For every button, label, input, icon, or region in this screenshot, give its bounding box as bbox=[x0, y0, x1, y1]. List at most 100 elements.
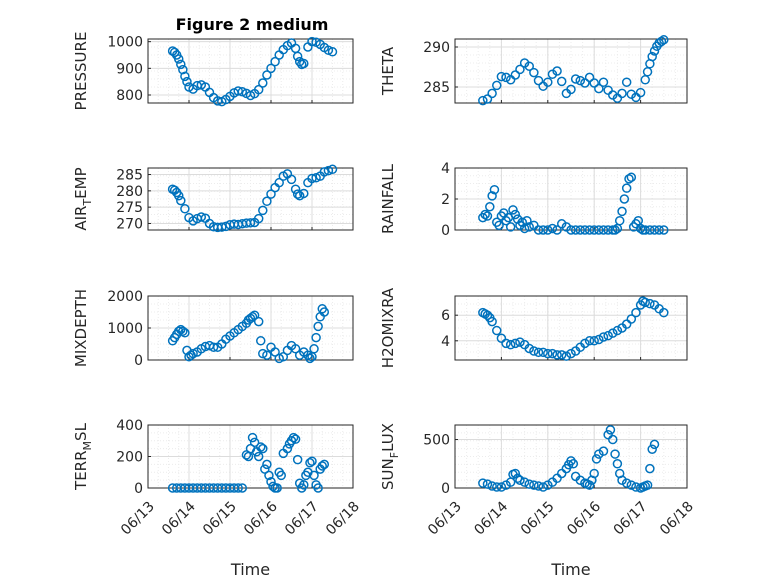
data-point bbox=[311, 332, 321, 343]
data-point bbox=[617, 88, 627, 99]
data-point bbox=[294, 478, 305, 489]
data-point bbox=[268, 481, 278, 492]
axes-box bbox=[147, 38, 354, 104]
y-tick-label: 270 bbox=[116, 216, 143, 232]
data-point bbox=[262, 350, 272, 360]
x-tick-label: 06/15 bbox=[200, 499, 240, 539]
data-point bbox=[313, 321, 323, 332]
data-point bbox=[276, 470, 286, 481]
data-point bbox=[309, 470, 319, 481]
data-point bbox=[482, 211, 493, 221]
axes-box bbox=[454, 295, 688, 361]
data-point bbox=[258, 205, 268, 216]
x-tick-label: 06/13 bbox=[425, 499, 465, 539]
data-point bbox=[561, 351, 572, 361]
y-tick-label: 0 bbox=[134, 353, 143, 369]
data-point bbox=[492, 80, 502, 91]
x-tick-label: 06/14 bbox=[159, 499, 199, 539]
data-point bbox=[510, 338, 521, 349]
y-tick-label: 0 bbox=[441, 223, 450, 239]
data-point bbox=[496, 333, 507, 343]
data-point bbox=[290, 43, 301, 54]
data-point bbox=[292, 454, 303, 465]
data-point bbox=[299, 58, 309, 69]
data-point bbox=[182, 76, 192, 87]
x-axis-label: Time bbox=[230, 560, 270, 579]
y-tick-label: 275 bbox=[116, 200, 143, 216]
data-point bbox=[552, 225, 562, 235]
data-point bbox=[533, 75, 544, 86]
data-point bbox=[589, 468, 599, 479]
data-point bbox=[522, 215, 532, 226]
data-point bbox=[266, 63, 276, 74]
data-point bbox=[290, 184, 301, 194]
data-point bbox=[478, 95, 488, 106]
data-point bbox=[485, 202, 495, 212]
data-point bbox=[319, 307, 330, 317]
data-point bbox=[626, 314, 637, 324]
data-point bbox=[575, 75, 586, 86]
data-point bbox=[524, 343, 534, 354]
data-point bbox=[529, 67, 539, 78]
data-point bbox=[180, 71, 190, 82]
data-point bbox=[258, 443, 268, 454]
data-point bbox=[524, 479, 534, 489]
data-point bbox=[247, 312, 258, 322]
data-point bbox=[580, 78, 590, 88]
data-point bbox=[237, 483, 248, 493]
data-point bbox=[305, 458, 315, 468]
y-axis-label: MIXDEPTH bbox=[72, 289, 90, 367]
data-point bbox=[487, 191, 497, 201]
data-point bbox=[533, 481, 544, 491]
data-point bbox=[478, 478, 488, 488]
data-point bbox=[612, 459, 623, 469]
x-tick-label: 06/14 bbox=[471, 499, 511, 539]
data-point bbox=[510, 468, 521, 479]
data-point bbox=[274, 50, 284, 60]
data-point bbox=[619, 194, 630, 204]
data-point bbox=[610, 449, 620, 459]
data-point bbox=[258, 78, 268, 88]
y-tick-label: 1000 bbox=[107, 35, 143, 51]
data-point bbox=[552, 66, 562, 76]
data-point bbox=[589, 225, 599, 235]
y-tick-label: 200 bbox=[116, 450, 143, 466]
data-point bbox=[543, 348, 553, 359]
data-point bbox=[617, 206, 627, 217]
data-point bbox=[543, 480, 553, 490]
data-point bbox=[249, 310, 260, 320]
y-tick-label: 2000 bbox=[107, 289, 143, 305]
y-tick-label: 400 bbox=[116, 418, 143, 434]
data-point bbox=[482, 310, 493, 320]
data-point bbox=[566, 225, 576, 235]
data-point bbox=[640, 225, 650, 235]
y-tick-label: 6 bbox=[441, 308, 450, 324]
data-point bbox=[598, 77, 609, 87]
data-point bbox=[591, 454, 602, 464]
data-point bbox=[626, 172, 637, 183]
data-point bbox=[505, 222, 516, 232]
data-point bbox=[621, 478, 632, 488]
data-point bbox=[319, 167, 330, 177]
data-point bbox=[594, 334, 604, 345]
data-point bbox=[292, 189, 303, 199]
data-point bbox=[621, 183, 632, 193]
x-tick-label: 06/16 bbox=[241, 499, 281, 539]
data-point bbox=[566, 456, 576, 466]
data-point bbox=[196, 212, 207, 222]
data-point bbox=[512, 473, 523, 484]
data-point bbox=[605, 425, 616, 435]
data-point bbox=[178, 64, 188, 75]
data-point bbox=[270, 347, 280, 357]
data-point bbox=[624, 174, 634, 184]
data-point bbox=[508, 205, 518, 215]
data-point bbox=[631, 307, 641, 318]
data-point bbox=[517, 217, 528, 227]
data-point bbox=[174, 326, 184, 336]
data-point bbox=[543, 77, 553, 87]
data-point bbox=[614, 215, 625, 226]
data-point bbox=[621, 319, 632, 329]
data-point bbox=[659, 35, 669, 45]
data-point bbox=[272, 483, 282, 493]
